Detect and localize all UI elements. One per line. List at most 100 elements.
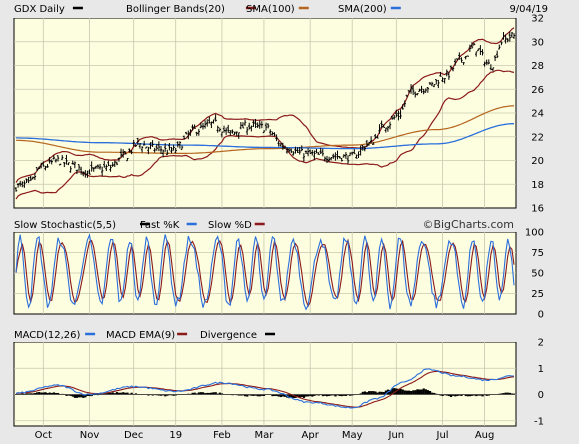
divergence-bar (71, 394, 74, 397)
legend-label: Bollinger Bands(20) (126, 4, 225, 15)
divergence-bar (145, 394, 148, 395)
divergence-bar (214, 392, 217, 395)
bollinger-lower-line (15, 69, 515, 200)
divergence-bar (229, 394, 232, 395)
divergence-bar (166, 394, 169, 396)
divergence-bar (111, 392, 114, 395)
divergence-bar (376, 392, 379, 395)
divergence-bar (105, 393, 108, 395)
divergence-bar (288, 394, 291, 399)
divergence-bar (59, 394, 62, 395)
x-month-label: Nov (80, 430, 100, 441)
divergence-bar (147, 394, 150, 396)
label-layer: Oct Nov Dec 19 Feb Mar Apr May Jun Jul Aug 32 30 28 26… (14, 4, 548, 441)
y-tick-label: 25 (531, 289, 544, 300)
x-month-label: Apr (302, 430, 320, 441)
divergence-bar (210, 392, 213, 395)
divergence-bar (290, 394, 293, 398)
divergence-bar (172, 394, 175, 396)
y-tick-label: 32 (531, 14, 544, 25)
divergence-bar (418, 389, 421, 395)
divergence-bar (361, 391, 364, 395)
divergence-bar (136, 394, 140, 395)
divergence-bar (17, 393, 20, 395)
x-month-label: Oct (35, 430, 52, 441)
y-tick-label: 0 (538, 310, 544, 321)
divergence-bar (357, 394, 360, 395)
divergence-bar (168, 394, 171, 396)
divergence-bar (164, 394, 167, 397)
divergence-bar (216, 393, 219, 395)
divergence-bar (63, 394, 66, 395)
y-tick-label: 26 (531, 85, 544, 96)
divergence-bar (38, 392, 41, 395)
divergence-bar (183, 394, 186, 395)
macd-header-bar (0, 326, 579, 342)
x-month-label: Mar (255, 430, 275, 441)
divergence-bar (269, 394, 272, 395)
divergence-bar (508, 392, 511, 395)
divergence-bar (363, 391, 367, 395)
divergence-bar (57, 392, 60, 395)
divergence-bar (151, 394, 154, 396)
series-layer (14, 27, 516, 409)
divergence-bar (52, 392, 56, 395)
sma100-line (16, 105, 514, 154)
macd-line (15, 368, 514, 409)
divergence-bar (323, 394, 327, 396)
divergence-bar (189, 393, 192, 395)
divergence-bar (496, 394, 499, 395)
divergence-bar (296, 394, 299, 398)
divergence-bar (353, 394, 356, 396)
divergence-bar (109, 392, 112, 395)
divergence-bar (437, 394, 440, 395)
divergence-bar (313, 394, 316, 396)
x-month-label: Jul (436, 430, 449, 441)
divergence-bar (281, 394, 285, 397)
divergence-bar (319, 394, 322, 396)
divergence-bar (187, 393, 190, 395)
divergence-bar (504, 392, 507, 395)
divergence-bar (206, 392, 209, 395)
divergence-bar (479, 394, 482, 396)
date-label: 9/04/19 (509, 4, 548, 15)
divergence-bar (248, 394, 251, 396)
legend-label: Slow Stochastic(5,5) (14, 220, 116, 231)
divergence-bar (54, 392, 58, 395)
divergence-bar (485, 394, 488, 396)
y-tick-label: 18 (531, 180, 544, 191)
divergence-bar (372, 391, 375, 395)
legend-label: SMA(100) (246, 4, 295, 15)
divergence-bar (73, 394, 77, 398)
legend-label: SMA(200) (338, 4, 387, 15)
stochastic-header-bar (0, 216, 579, 232)
divergence-bar (475, 394, 478, 397)
divergence-bar (204, 393, 207, 395)
divergence-bar (115, 392, 119, 395)
divergence-bar (82, 394, 85, 398)
divergence-bar (279, 394, 282, 398)
divergence-bar (321, 394, 324, 397)
divergence-bar (31, 393, 35, 395)
divergence-bar (237, 394, 240, 396)
divergence-bar (260, 394, 264, 396)
divergence-bar (48, 392, 51, 395)
price-header-bar (0, 0, 579, 18)
y-tick-label: 1 (538, 364, 544, 375)
divergence-bar (407, 390, 411, 395)
legend-label: Fast %K (140, 220, 180, 231)
divergence-bar (218, 392, 222, 395)
divergence-bar (380, 391, 383, 395)
divergence-bar (336, 394, 339, 396)
fast-k-line (15, 233, 515, 311)
divergence-bar (185, 393, 188, 395)
divergence-bar (426, 390, 430, 395)
divergence-bar (44, 392, 47, 395)
divergence-bar (223, 394, 226, 395)
y-tick-label: 22 (531, 132, 544, 143)
divergence-bar (117, 392, 121, 395)
divergence-bar (239, 394, 243, 396)
divergence-bar (208, 392, 211, 395)
divergence-bar (94, 394, 98, 395)
divergence-bar (477, 394, 480, 396)
